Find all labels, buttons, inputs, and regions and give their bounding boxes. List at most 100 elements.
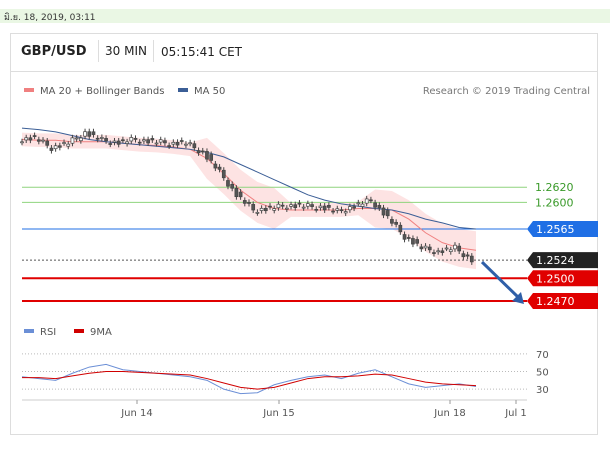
rsi-tick-2: 30 xyxy=(536,385,549,396)
rsi-tick-1: 50 xyxy=(536,368,549,379)
candle-body-45 xyxy=(209,154,214,161)
date-bar: มิ.ย. 18, 2019, 03:11 xyxy=(0,9,610,23)
candle-body-41 xyxy=(192,143,197,149)
candle-body-26 xyxy=(129,137,134,142)
candle-body-22 xyxy=(112,140,117,143)
forecast-arrow-head xyxy=(512,292,524,304)
candle-body-6 xyxy=(45,140,50,146)
timeframe-button[interactable]: 30 MIN xyxy=(98,40,154,62)
level-label-0: 1.2620 xyxy=(535,181,574,194)
ma20-legend-label: MA 20 + Bollinger Bands xyxy=(40,86,164,97)
ma9-legend-swatch xyxy=(74,329,84,333)
candle-body-68 xyxy=(306,203,310,207)
candle-body-8 xyxy=(53,145,58,150)
candle-body-0 xyxy=(20,141,24,144)
time-label: 05:15:41 CET xyxy=(161,45,242,59)
header-divider xyxy=(10,71,598,72)
ma50-legend-swatch xyxy=(178,88,188,92)
candle-body-58 xyxy=(263,207,268,212)
candle-body-10 xyxy=(62,142,66,144)
candle-body-74 xyxy=(331,210,335,213)
candle-body-86 xyxy=(381,207,386,216)
price-levels xyxy=(22,186,527,303)
level-tag-4 xyxy=(527,270,598,287)
candle-body-48 xyxy=(221,169,226,179)
candle-body-4 xyxy=(36,139,41,142)
level-labels: 1.2620 1.2600 1.2565 1.2524 1.2500 1.2470 xyxy=(527,181,598,310)
candle-body-99 xyxy=(436,250,441,253)
ma20-legend-swatch xyxy=(24,88,34,92)
candle-body-19 xyxy=(100,137,104,139)
rsi-tick-0: 70 xyxy=(536,350,549,361)
candle-body-12 xyxy=(70,137,75,144)
candle-body-61 xyxy=(276,203,281,209)
candle-body-104 xyxy=(457,245,462,252)
candle-body-55 xyxy=(251,204,256,211)
candle-body-37 xyxy=(175,141,180,146)
candle-body-64 xyxy=(289,204,293,207)
candle-body-54 xyxy=(247,202,251,204)
x-tick-label-0: Jun 14 xyxy=(120,408,153,419)
candle-body-100 xyxy=(440,250,445,253)
candle-body-91 xyxy=(402,234,407,240)
candle-body-14 xyxy=(79,137,83,142)
candle-body-20 xyxy=(104,138,108,142)
candle-body-98 xyxy=(432,252,436,254)
candle-body-90 xyxy=(398,224,403,233)
candle-body-11 xyxy=(66,143,71,147)
ma9-legend-label: 9MA xyxy=(90,327,112,338)
candle-body-57 xyxy=(259,207,264,211)
level-label-4: 1.2500 xyxy=(536,272,575,285)
rsi-legend-swatch xyxy=(24,329,34,333)
level-label-3: 1.2524 xyxy=(536,254,575,267)
candle-body-2 xyxy=(28,137,33,141)
candle-body-93 xyxy=(411,238,415,245)
candle-body-21 xyxy=(108,143,113,145)
candle-body-83 xyxy=(369,199,373,202)
candle-body-102 xyxy=(448,249,453,252)
price-candles xyxy=(20,128,474,265)
candle-body-3 xyxy=(32,135,37,137)
candle-body-106 xyxy=(465,254,470,257)
candle-body-78 xyxy=(348,206,352,211)
date-text: มิ.ย. 18, 2019, 03:11 xyxy=(4,13,96,23)
candle-body-80 xyxy=(356,202,361,205)
candle-body-60 xyxy=(272,208,277,211)
candle-body-29 xyxy=(142,139,146,142)
level-label-1: 1.2600 xyxy=(535,196,574,209)
candle-body-79 xyxy=(352,206,356,209)
candle-body-24 xyxy=(121,139,125,142)
candle-body-76 xyxy=(339,209,344,212)
candle-body-43 xyxy=(200,150,205,153)
x-axis-ticks: Jun 14 Jun 15 Jun 18 Jul 1 xyxy=(120,400,527,419)
symbol-label: GBP/USD xyxy=(21,44,87,59)
candle-body-77 xyxy=(343,211,348,214)
candle-body-62 xyxy=(280,204,285,207)
candle-body-56 xyxy=(255,212,260,214)
candle-body-30 xyxy=(146,139,150,144)
candle-body-44 xyxy=(205,151,209,160)
candle-body-17 xyxy=(91,131,96,135)
candle-body-105 xyxy=(461,253,466,258)
candle-body-1 xyxy=(24,137,29,141)
candle-body-25 xyxy=(125,141,129,144)
candle-body-96 xyxy=(423,245,428,249)
candle-body-5 xyxy=(41,139,45,142)
candle-body-49 xyxy=(226,180,230,187)
candle-body-9 xyxy=(57,145,62,148)
candle-body-101 xyxy=(444,247,449,250)
candle-body-27 xyxy=(133,138,138,140)
candle-body-34 xyxy=(163,140,167,144)
candle-body-42 xyxy=(196,150,201,154)
candle-body-47 xyxy=(217,166,222,170)
candle-body-73 xyxy=(327,205,331,208)
candle-body-39 xyxy=(184,143,188,146)
candle-body-50 xyxy=(230,184,235,189)
candle-body-7 xyxy=(49,147,54,151)
candle-body-28 xyxy=(137,141,142,144)
candle-body-23 xyxy=(116,140,121,145)
candle-body-92 xyxy=(406,237,411,239)
candle-body-70 xyxy=(314,208,319,211)
candle-body-33 xyxy=(158,139,163,143)
